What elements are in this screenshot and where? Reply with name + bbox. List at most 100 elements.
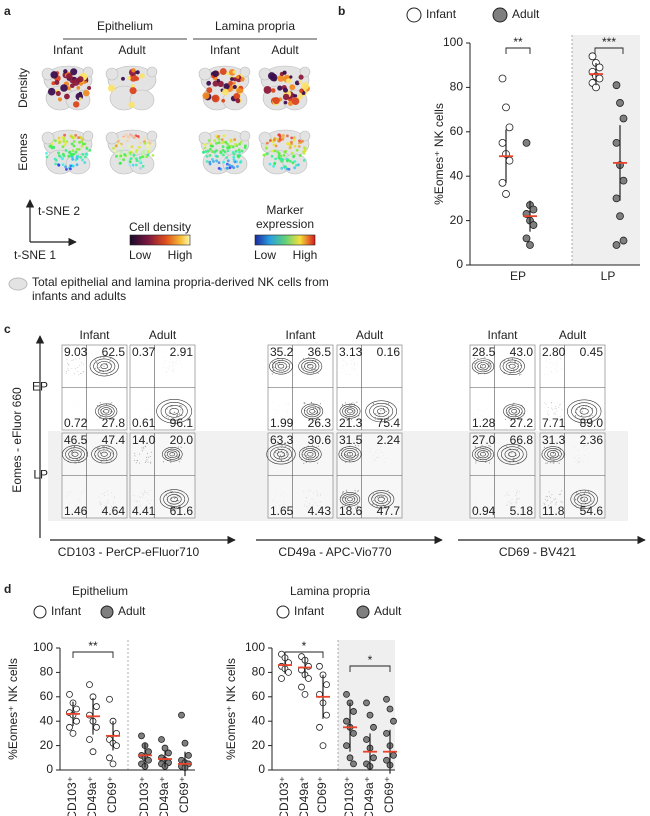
tsne-cell [214, 134, 218, 138]
event-dot [591, 415, 593, 417]
event-dot [79, 457, 81, 459]
event-dot [553, 452, 555, 454]
data-point [109, 760, 117, 768]
contour [277, 363, 285, 369]
tsne-cell [286, 134, 289, 138]
tsne-cell [219, 68, 227, 76]
tsne-silhouette [105, 67, 119, 81]
tsne-cell [228, 163, 231, 167]
event-dot [274, 362, 276, 364]
contour [301, 448, 319, 461]
event-dot [181, 405, 183, 407]
event-dot [516, 493, 518, 495]
event-dot [342, 492, 344, 494]
event-dot [81, 411, 82, 412]
event-dot [591, 500, 593, 502]
event-dot [351, 419, 352, 421]
event-dot [353, 369, 355, 371]
event-dot [578, 406, 580, 408]
event-dot [547, 410, 549, 412]
event-dot [480, 409, 482, 411]
event-dot [141, 447, 143, 449]
event-dot [577, 449, 579, 451]
event-dot [134, 407, 135, 408]
event-dot [288, 419, 290, 420]
event-dot [512, 366, 514, 368]
quadrant-value: 0.45 [580, 345, 604, 359]
contour [579, 408, 589, 415]
event-dot [485, 461, 487, 463]
event-dot [83, 371, 85, 373]
contour [508, 407, 520, 416]
event-dot [147, 461, 149, 463]
legend-label: Adult [512, 7, 540, 21]
event-dot [148, 373, 149, 374]
event-dot [515, 503, 517, 505]
event-dot [372, 493, 374, 495]
event-dot [284, 496, 286, 498]
event-dot [145, 460, 147, 462]
event-dot [350, 363, 352, 365]
event-dot [308, 502, 310, 504]
quadrant-value: 1.99 [270, 416, 294, 430]
tsne-cell [112, 146, 115, 150]
event-dot [138, 505, 140, 507]
quadrant-value: 3.13 [339, 345, 363, 359]
event-dot [105, 459, 107, 461]
contour [570, 489, 598, 509]
tsne-cell [209, 147, 212, 151]
event-dot [387, 370, 388, 371]
event-dot [481, 366, 483, 368]
event-dot [484, 356, 486, 358]
event-dot [581, 372, 582, 373]
tsne-cell [115, 154, 118, 158]
quadrant-value: 27.8 [102, 416, 126, 430]
y-tick-label: 80 [40, 665, 54, 679]
event-dot [308, 364, 310, 366]
contour [97, 405, 115, 418]
event-dot [549, 358, 551, 360]
data-point [138, 732, 145, 740]
event-dot [519, 374, 521, 376]
event-dot [509, 500, 511, 502]
event-dot [305, 497, 307, 499]
tsne-cell [62, 154, 66, 158]
event-dot [305, 454, 307, 456]
tsne-cell [59, 155, 62, 159]
data-point [498, 138, 507, 147]
event-dot [179, 414, 181, 416]
event-dot [145, 405, 146, 406]
tsne-cell [291, 161, 295, 165]
event-dot [481, 361, 483, 363]
event-dot [548, 407, 549, 408]
event-dot [508, 494, 510, 496]
event-dot [559, 449, 561, 451]
event-dot [380, 360, 381, 361]
event-dot [180, 409, 182, 411]
compartment-title: Epithelium [97, 19, 153, 33]
event-dot [170, 462, 172, 463]
tsne-cell [114, 144, 118, 148]
event-dot [317, 495, 318, 497]
tsne-cell [265, 152, 269, 156]
tsne-cell [290, 151, 294, 155]
event-dot [387, 402, 389, 404]
event-dot [98, 367, 100, 368]
event-dot [109, 361, 111, 363]
tsne-cell [277, 85, 283, 91]
event-dot [346, 491, 348, 492]
contour [502, 359, 522, 373]
tsne-cell [216, 78, 221, 83]
tsne-cell [62, 137, 66, 140]
event-dot [281, 444, 283, 446]
contour [344, 407, 356, 416]
event-dot [174, 506, 176, 508]
event-dot [506, 505, 508, 506]
event-dot [543, 374, 545, 375]
event-dot [105, 507, 107, 509]
event-dot [477, 373, 479, 375]
event-dot [68, 364, 70, 366]
event-dot [351, 367, 353, 369]
event-dot [165, 372, 167, 374]
event-dot [522, 413, 524, 415]
